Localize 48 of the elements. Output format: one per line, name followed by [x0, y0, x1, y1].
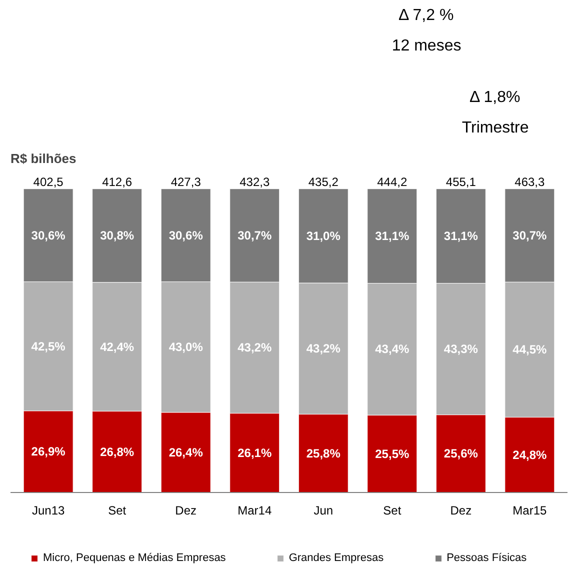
data-label: 30,7%	[238, 228, 272, 242]
data-label: 31,1%	[375, 229, 410, 244]
text: 455,1	[446, 174, 476, 189]
data-label: 43,0%	[168, 340, 204, 354]
data-label: 31,1%	[444, 229, 478, 244]
text: Δ 7,2 %	[398, 7, 454, 24]
x-tick-label: Dez	[175, 504, 197, 518]
x-tick-label: Mar15	[512, 504, 548, 518]
data-label: 26,1%	[238, 446, 272, 460]
data-label: 25,5%	[375, 446, 410, 461]
data-label: 42,5%	[31, 339, 66, 354]
data-label: 26,4%	[168, 445, 204, 460]
data-label: 43,2%	[306, 342, 341, 356]
data-label: 30,8%	[100, 228, 134, 243]
text: Δ 1,8%	[469, 89, 520, 106]
x-tick-label: Jun	[314, 504, 334, 518]
data-label: 30,6%	[168, 228, 204, 242]
text: 444,2	[377, 174, 408, 189]
x-tick-label: Dez	[450, 504, 472, 518]
x-tick-label: Set	[108, 504, 127, 518]
legend-label: Micro, Pequenas e Médias Empresas	[43, 552, 226, 564]
y-axis-title: R$ bilhões	[10, 150, 76, 166]
x-tick-label: Jun13	[32, 504, 65, 518]
text: 427,3	[170, 174, 202, 189]
data-label: 43,3%	[444, 342, 478, 356]
legend-label: Pessoas Físicas	[446, 552, 527, 564]
x-tick-label: Set	[383, 504, 402, 518]
text: Trimestre	[462, 120, 529, 137]
data-label: 43,2%	[238, 340, 272, 355]
data-label: 26,9%	[31, 444, 66, 459]
text: 402,5	[33, 174, 64, 189]
text: 435,2	[308, 174, 339, 189]
data-label: 44,5%	[512, 342, 548, 357]
data-label: 24,8%	[512, 448, 548, 462]
text: 463,3	[514, 174, 546, 189]
data-label: 31,0%	[306, 228, 341, 243]
data-label: 30,7%	[512, 228, 548, 242]
text: 12 meses	[392, 38, 462, 55]
data-label: 42,4%	[100, 340, 134, 354]
text: 432,3	[240, 174, 270, 189]
text: 412,6	[102, 174, 132, 189]
data-label: 30,6%	[31, 228, 66, 242]
data-label: 25,6%	[444, 446, 478, 461]
x-tick-label: Mar14	[238, 504, 272, 518]
data-label: 43,4%	[375, 342, 410, 356]
data-label: 26,8%	[100, 444, 134, 459]
data-label: 25,8%	[306, 446, 341, 460]
legend-label: Grandes Empresas	[288, 552, 384, 564]
